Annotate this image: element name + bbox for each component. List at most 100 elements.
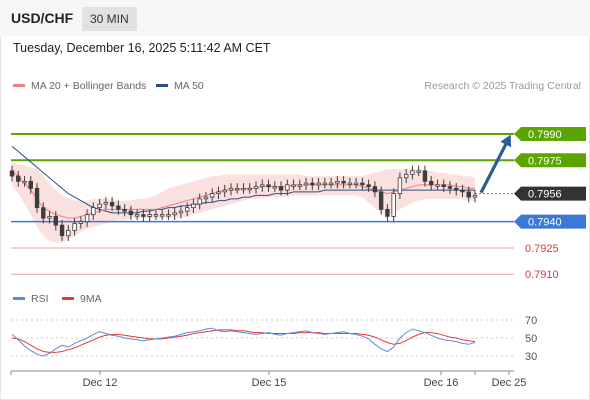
candle-body (397, 177, 403, 195)
candle-body (147, 214, 152, 217)
candle-body (222, 189, 227, 193)
rsi-tick-label-50: 50 (525, 333, 537, 345)
ma20-swatch (13, 83, 25, 87)
level-label-0-7975: 0.7975 (528, 155, 562, 167)
ma20-legend-label: MA 20 + Bollinger Bands (31, 80, 147, 92)
ma9-legend-label: 9MA (80, 293, 102, 305)
candle-body (84, 214, 90, 223)
time-axis-label-dec-25: Dec 25 (492, 377, 527, 389)
candle-body (416, 170, 421, 173)
candle-body (53, 215, 58, 226)
candle-body (59, 224, 65, 237)
candle-body (141, 214, 146, 217)
level-label-0-7910: 0.7910 (525, 269, 559, 281)
candle-body (153, 214, 159, 217)
candle-body (159, 214, 165, 217)
candle-body (134, 214, 140, 217)
candle-body (391, 193, 396, 217)
level-tag-0-7940 (514, 214, 586, 229)
candle-body (172, 212, 177, 216)
bollinger-band-area (12, 162, 475, 243)
candle-body (228, 187, 234, 191)
candle-body (253, 186, 259, 189)
rsi-tick-label-70: 70 (525, 315, 537, 327)
candle-body (91, 207, 96, 216)
rsi-tick-label-30: 30 (525, 351, 537, 363)
legend-ma20: MA 20 + Bollinger Bands (13, 80, 146, 92)
level-label-0-7990: 0.7990 (528, 129, 562, 141)
candle-body (335, 180, 340, 184)
candle-body (460, 189, 465, 193)
level-tag-0-7975 (514, 153, 586, 168)
candle-body (322, 182, 328, 185)
candle-body (291, 184, 296, 187)
candle-body (360, 182, 365, 186)
candle-body (378, 191, 384, 210)
level-label-0-7956: 0.7956 (528, 189, 562, 201)
level-label-0-7940: 0.7940 (528, 217, 562, 229)
candle-body (341, 180, 346, 184)
candle-body (47, 215, 52, 219)
candle-body (103, 201, 109, 205)
candle-body (403, 173, 409, 179)
candle-body (72, 223, 77, 231)
candle-body (385, 208, 390, 217)
candle-body (128, 210, 134, 216)
time-axis-label-dec-16: Dec 16 (424, 377, 459, 389)
header-bar: USD/CHF 30 MIN (0, 0, 590, 36)
candle-body (272, 186, 277, 189)
candle-body (366, 184, 371, 188)
candle-body (422, 170, 428, 182)
ma9-swatch (62, 296, 74, 300)
symbol-label: USD/CHF (11, 10, 74, 26)
candle-body (266, 184, 271, 188)
candle-body (78, 221, 84, 224)
candle-body (203, 196, 209, 200)
candle-body (310, 182, 315, 186)
rsi-line (11, 327, 476, 357)
timeframe-button[interactable]: 30 MIN (82, 7, 137, 31)
candle-body (22, 180, 27, 184)
candle-body (116, 205, 121, 210)
candle-body (297, 184, 303, 187)
candle-body (435, 184, 440, 187)
time-axis-label-dec-15: Dec 15 (252, 377, 287, 389)
candle-body (441, 184, 446, 188)
candle-body (247, 187, 252, 191)
candle-body (278, 186, 284, 191)
candle-body (28, 180, 33, 189)
candle-body (260, 184, 265, 188)
candle-body (454, 187, 459, 191)
rsi-legend-label: RSI (31, 293, 49, 305)
candle-body (97, 203, 102, 209)
candle-body (109, 201, 115, 207)
candle-body (241, 187, 246, 191)
time-axis-label-dec-12: Dec 12 (83, 377, 118, 389)
candle-body (347, 182, 353, 185)
candle-body (472, 194, 478, 198)
candle-body (184, 207, 190, 212)
projection-arrow-shaft (479, 139, 510, 194)
candle-body (166, 214, 171, 217)
level-tag-0-7990 (514, 127, 586, 142)
candle-body (303, 182, 309, 186)
rsi-swatch (13, 296, 25, 300)
candle-body (235, 187, 240, 191)
candle-body (41, 207, 46, 219)
candle-body (429, 180, 434, 186)
candle-body (410, 170, 415, 175)
candle-body (328, 182, 334, 185)
ma50-swatch (156, 83, 168, 87)
candle-body (210, 193, 215, 198)
legend-ma50: MA 50 (156, 80, 204, 92)
report-datetime: Tuesday, December 16, 2025 5:11:42 AM CE… (13, 41, 271, 55)
legend-rsi: RSI (13, 293, 49, 305)
level-label-0-7925: 0.7925 (525, 243, 559, 255)
candle-body (122, 208, 127, 212)
candle-body (9, 170, 15, 177)
candle-body (353, 182, 359, 185)
candle-body (316, 182, 321, 186)
candle-body (216, 191, 221, 195)
candle-body (191, 203, 196, 209)
